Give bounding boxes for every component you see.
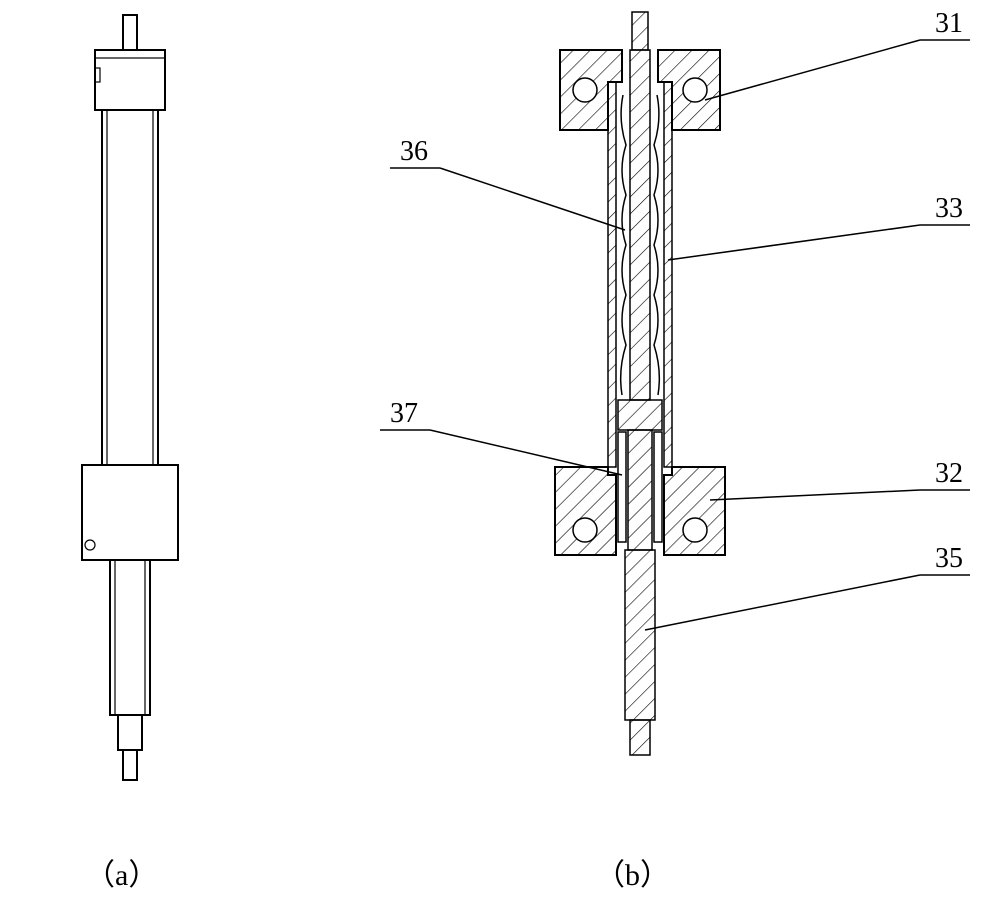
label-37: 37 xyxy=(390,398,418,429)
caption-b: （b） xyxy=(595,850,670,894)
label-35: 35 xyxy=(935,543,963,574)
label-36: 36 xyxy=(400,136,428,167)
label-31: 31 xyxy=(935,8,963,39)
label-33: 33 xyxy=(935,193,963,224)
label-32: 32 xyxy=(935,458,963,489)
caption-a: （a） xyxy=(85,850,158,894)
diagram-canvas: 31 36 33 37 32 35 （a） （b） xyxy=(0,0,1000,907)
figure-a xyxy=(82,15,178,780)
diagram-svg: 31 36 33 37 32 35 xyxy=(0,0,1000,907)
figure-b: 31 36 33 37 32 35 xyxy=(380,8,970,755)
